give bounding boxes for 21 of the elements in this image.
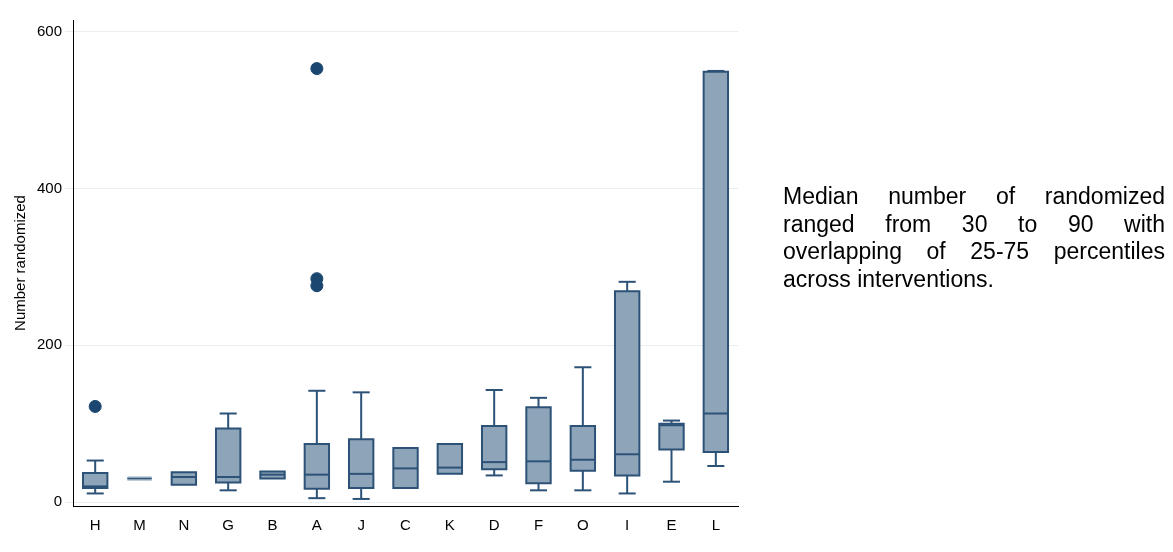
y-tick-label: 200 <box>37 335 63 353</box>
x-tick-label: H <box>89 516 101 534</box>
x-tick-label: D <box>488 516 500 534</box>
x-tick-label: L <box>711 516 721 534</box>
x-tick-label: G <box>222 516 235 534</box>
x-tick-label: M <box>133 516 146 534</box>
x-tick-label: N <box>178 516 190 534</box>
y-tick-label: 400 <box>37 178 63 196</box>
x-tick-label: J <box>357 516 365 534</box>
y-tick-label: 0 <box>53 492 63 510</box>
y-tick-label: 600 <box>37 21 63 39</box>
x-tick-label: C <box>400 516 412 534</box>
x-tick-label: F <box>533 516 544 534</box>
x-tick-label: I <box>625 516 630 534</box>
x-tick-label: B <box>267 516 278 534</box>
x-tick-label: E <box>666 516 677 534</box>
x-tick-label: K <box>444 516 455 534</box>
y-axis-title: Number randomized <box>11 195 29 331</box>
text: Median number of randomized ranged from 30 to 90 with overlapping of 25-75 percentiles across interventions. <box>783 183 1165 294</box>
x-tick-label: A <box>311 516 322 534</box>
x-tick-label: O <box>577 516 589 534</box>
